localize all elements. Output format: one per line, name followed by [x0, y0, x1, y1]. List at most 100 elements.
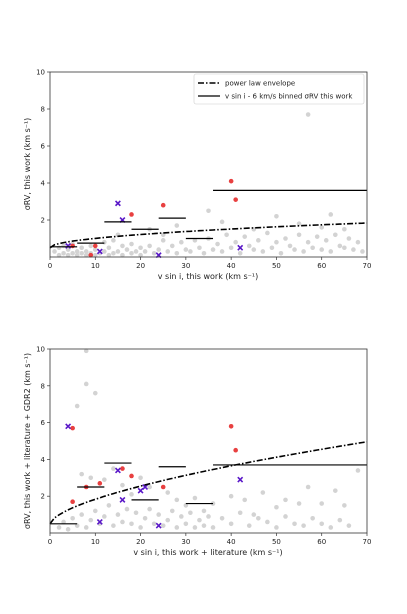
legend-box — [193, 73, 365, 105]
circle-point — [138, 475, 143, 481]
circle-point — [228, 521, 234, 527]
circle-point — [283, 236, 288, 241]
circle-point — [319, 247, 325, 252]
circle-point — [323, 238, 329, 243]
circle-point — [201, 251, 207, 256]
circle-point — [237, 251, 243, 256]
circle-point — [111, 238, 116, 243]
chart-marks — [56, 348, 361, 532]
circle-point — [174, 525, 180, 530]
circle-point — [56, 252, 62, 258]
circle-point — [70, 251, 75, 256]
circle-point — [242, 497, 248, 503]
x-marker-point — [96, 248, 103, 255]
circle-point — [233, 447, 238, 453]
circle-point — [346, 523, 352, 528]
circle-point — [120, 243, 125, 249]
circle-point — [310, 245, 315, 251]
y-tick-label: 6 — [41, 143, 46, 151]
circle-point — [74, 403, 80, 409]
legend-label-envelope: power law envelope — [225, 80, 295, 88]
x-tick-label: 70 — [363, 538, 372, 546]
circle-point — [74, 252, 80, 258]
circle-point — [160, 232, 166, 238]
circle-point — [201, 523, 207, 528]
circle-point — [333, 488, 338, 493]
circle-point — [219, 249, 225, 254]
circle-point — [256, 515, 261, 521]
x-tick-label: 70 — [363, 262, 372, 270]
circle-point — [210, 525, 216, 530]
circle-point — [296, 221, 302, 226]
circle-point — [92, 252, 98, 258]
circle-point — [120, 252, 125, 258]
circle-point — [355, 468, 361, 473]
circle-point — [351, 247, 356, 252]
y-tick-label: 8 — [41, 382, 45, 390]
circle-point — [147, 506, 152, 512]
x-tick-label: 0 — [48, 262, 52, 270]
circle-point — [138, 525, 143, 530]
circle-point — [83, 381, 89, 387]
circle-point — [65, 247, 71, 252]
circle-point — [169, 508, 175, 514]
circle-point — [111, 523, 116, 528]
circle-point — [274, 239, 279, 245]
x-marker-point — [155, 522, 162, 529]
x-marker-point — [137, 487, 144, 494]
y-axis-ticks: 2 4 6 8 10 — [36, 69, 50, 225]
circle-point — [301, 249, 306, 254]
circle-point — [88, 252, 94, 258]
circle-point — [246, 243, 252, 249]
circle-point — [88, 517, 94, 523]
circle-point — [260, 249, 266, 254]
circle-point — [274, 504, 279, 510]
circle-point — [88, 475, 94, 481]
chart-panel-bottom: 0 10 20 30 40 50 60 70 2 4 6 8 10 v sin i, this wor… — [23, 346, 371, 558]
circle-point — [147, 484, 152, 490]
circle-point — [296, 232, 302, 238]
circle-point — [124, 247, 130, 252]
circle-point — [151, 521, 157, 527]
x-marker-point — [65, 242, 72, 249]
circle-point — [120, 466, 125, 471]
circle-point — [129, 521, 134, 527]
circle-point — [292, 247, 297, 252]
circle-point — [292, 521, 297, 527]
power-law-envelope-line — [49, 222, 368, 249]
circle-point — [138, 245, 143, 251]
circle-point — [79, 512, 84, 517]
power-law-envelope-line — [49, 441, 368, 525]
x-axis-label: v sin i, this work (km s⁻¹) — [158, 272, 258, 281]
circle-point — [124, 506, 130, 512]
circle-point — [188, 510, 193, 516]
plot-area-frame — [49, 348, 368, 534]
circle-point — [65, 527, 71, 532]
circle-point — [83, 252, 89, 258]
circle-point — [174, 251, 180, 256]
y-tick-label: 10 — [36, 69, 45, 77]
circle-point — [197, 245, 202, 251]
x-tick-label: 60 — [317, 538, 326, 546]
circle-point — [52, 249, 57, 254]
x-tick-label: 10 — [91, 262, 100, 270]
circle-point — [102, 514, 107, 519]
circle-point — [328, 249, 334, 254]
x-marker-point — [114, 200, 121, 207]
envelope-curve — [49, 441, 368, 525]
circle-point — [201, 508, 207, 514]
circle-point — [165, 490, 171, 495]
circle-point — [274, 525, 279, 530]
circle-point — [165, 517, 171, 523]
circle-point — [206, 514, 211, 519]
circle-point — [224, 232, 229, 238]
x-tick-label: 30 — [181, 262, 190, 270]
circle-point — [215, 241, 220, 247]
legend: power law envelope v sin i - 6 km/s binn… — [193, 73, 365, 105]
circle-point — [342, 503, 347, 508]
circle-point — [79, 245, 84, 251]
circle-point — [228, 245, 234, 251]
x-marker-point — [237, 476, 244, 483]
circle-point — [192, 495, 198, 501]
